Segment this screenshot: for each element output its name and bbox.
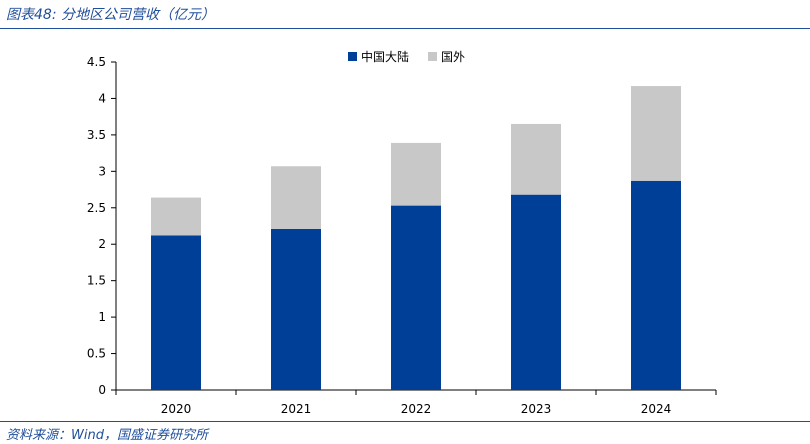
x-tick-label: 2021: [281, 402, 312, 416]
stacked-bar-chart: 中国大陆 国外 0 0.5 1 1.5 2 2.5 3 3.5 4 4.5 2020 2021 2022…: [87, 49, 717, 416]
y-tick-label: 0.5: [87, 347, 106, 361]
bar-mainland-2021: [271, 228, 321, 390]
y-tick-label: 2: [98, 237, 106, 251]
bar-mainland-2023: [511, 194, 561, 390]
bar-overseas-2021: [271, 166, 321, 229]
legend-label-1: 国外: [441, 50, 465, 64]
y-tick-label: 3.5: [87, 128, 106, 142]
y-axis: 0 0.5 1 1.5 2 2.5 3 3.5 4 4.5: [87, 55, 117, 397]
bar-mainland-2024: [631, 180, 681, 390]
bar-mainland-2022: [391, 205, 441, 390]
bars-group: [151, 86, 681, 390]
y-tick-label: 4: [98, 91, 106, 105]
x-tick-label: 2022: [401, 402, 432, 416]
y-tick-label: 4.5: [87, 55, 106, 69]
chart-legend: 中国大陆 国外: [348, 49, 465, 64]
bar-overseas-2024: [631, 86, 681, 181]
legend-swatch-0: [348, 52, 357, 61]
figure-title: 图表48: 分地区公司营收（亿元）: [6, 7, 215, 23]
source-note: 资料来源：Wind，国盛证券研究所: [6, 428, 208, 443]
x-axis: 2020 2021 2022 2023 2024: [115, 389, 717, 416]
y-tick-label: 3: [98, 164, 106, 178]
legend-label-0: 中国大陆: [361, 49, 409, 64]
x-tick-label: 2024: [641, 402, 672, 416]
legend-swatch-1: [428, 52, 437, 61]
bar-overseas-2020: [151, 197, 201, 236]
bar-overseas-2022: [391, 142, 441, 206]
bar-overseas-2023: [511, 123, 561, 195]
x-tick-label: 2023: [521, 402, 552, 416]
y-tick-label: 0: [98, 383, 106, 397]
x-tick-label: 2020: [161, 402, 192, 416]
title-divider: [0, 28, 810, 29]
y-tick-label: 1.5: [87, 274, 106, 288]
y-tick-label: 1: [98, 310, 106, 324]
y-tick-label: 2.5: [87, 201, 106, 215]
footer-divider: [0, 421, 810, 422]
bar-mainland-2020: [151, 235, 201, 390]
